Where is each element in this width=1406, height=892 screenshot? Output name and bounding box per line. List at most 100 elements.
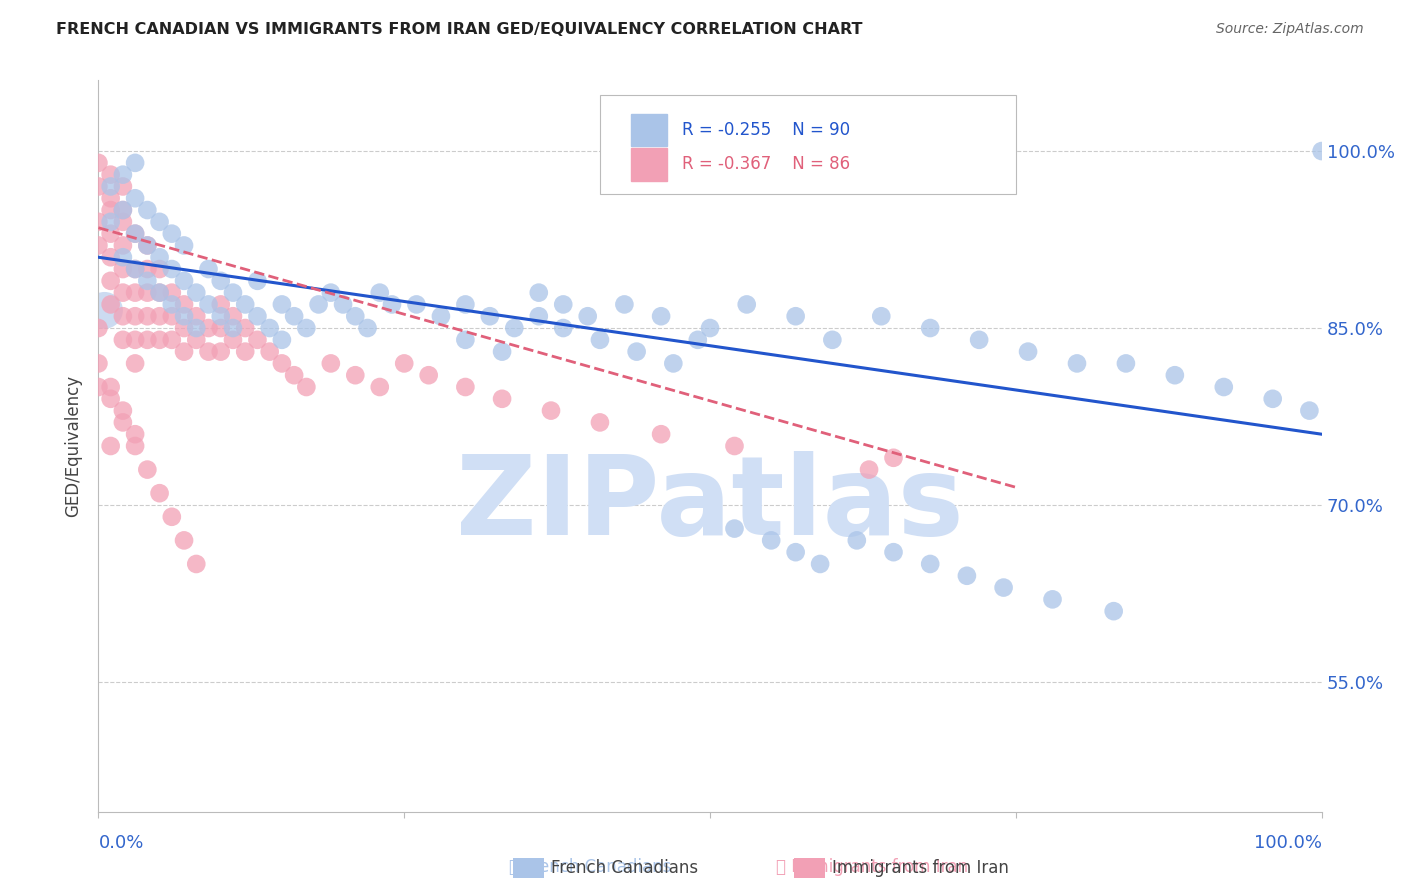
Point xyxy=(100,392,122,406)
Text: Source: ZipAtlas.com: Source: ZipAtlas.com xyxy=(1216,22,1364,37)
Point xyxy=(222,321,245,335)
Point xyxy=(93,303,115,318)
Point xyxy=(111,416,134,430)
Point xyxy=(295,380,318,394)
Point xyxy=(259,344,281,359)
Point xyxy=(308,297,330,311)
Point xyxy=(136,238,159,252)
Point xyxy=(246,310,269,324)
Point xyxy=(149,310,172,324)
Point xyxy=(761,533,783,548)
Point xyxy=(87,156,110,170)
Point xyxy=(478,310,501,324)
Point xyxy=(785,545,807,559)
Point xyxy=(246,333,269,347)
Point xyxy=(993,581,1015,595)
Point xyxy=(723,522,745,536)
Point xyxy=(136,202,159,217)
Point xyxy=(149,285,172,300)
Point xyxy=(87,321,110,335)
Point xyxy=(124,262,146,277)
Point xyxy=(173,321,195,335)
Point xyxy=(160,297,183,311)
Text: Immigrants from Iran: Immigrants from Iran xyxy=(832,859,1010,877)
Point xyxy=(405,297,427,311)
Point xyxy=(1102,604,1125,618)
Point xyxy=(686,333,709,347)
Point xyxy=(124,227,146,241)
Point xyxy=(209,344,232,359)
Point xyxy=(87,179,110,194)
Point xyxy=(111,285,134,300)
Point xyxy=(100,202,122,217)
Text: R = -0.255    N = 90: R = -0.255 N = 90 xyxy=(682,121,851,139)
Point xyxy=(160,262,183,277)
Text: French Canadians: French Canadians xyxy=(551,859,699,877)
Point xyxy=(870,310,893,324)
Point xyxy=(1017,344,1039,359)
Point xyxy=(392,356,416,370)
Point xyxy=(735,297,758,311)
Point xyxy=(491,344,513,359)
Point xyxy=(491,392,513,406)
Point xyxy=(222,285,245,300)
Point xyxy=(100,274,122,288)
Point xyxy=(967,333,990,347)
Point xyxy=(111,250,134,264)
Point xyxy=(111,262,134,277)
Point xyxy=(553,297,575,311)
Point xyxy=(1298,403,1320,417)
Point xyxy=(173,238,195,252)
Point xyxy=(173,533,195,548)
Point xyxy=(124,439,146,453)
Point xyxy=(186,557,208,571)
Point xyxy=(233,321,256,335)
Point xyxy=(136,310,159,324)
Point xyxy=(209,297,232,311)
Point xyxy=(124,285,146,300)
Point xyxy=(136,285,159,300)
Point xyxy=(186,321,208,335)
Point xyxy=(100,380,122,394)
Point xyxy=(270,333,294,347)
Point xyxy=(662,356,685,370)
Point xyxy=(160,509,183,524)
Point xyxy=(259,321,281,335)
Point xyxy=(883,545,905,559)
Point xyxy=(430,310,453,324)
Point xyxy=(233,297,256,311)
Point xyxy=(233,344,256,359)
Point xyxy=(186,333,208,347)
Point xyxy=(124,333,146,347)
Point xyxy=(197,321,219,335)
Point xyxy=(283,310,305,324)
Point xyxy=(136,262,159,277)
Point xyxy=(186,285,208,300)
Point xyxy=(100,191,122,205)
FancyBboxPatch shape xyxy=(600,95,1015,194)
Point xyxy=(160,333,183,347)
Point xyxy=(111,202,134,217)
Point xyxy=(111,168,134,182)
Point xyxy=(540,403,562,417)
Point xyxy=(124,427,146,442)
Text: R = -0.367    N = 86: R = -0.367 N = 86 xyxy=(682,155,851,173)
Text: ⬜ French Canadians: ⬜ French Canadians xyxy=(509,858,672,876)
Text: FRENCH CANADIAN VS IMMIGRANTS FROM IRAN GED/EQUIVALENCY CORRELATION CHART: FRENCH CANADIAN VS IMMIGRANTS FROM IRAN … xyxy=(56,22,863,37)
Point xyxy=(418,368,440,383)
Y-axis label: GED/Equivalency: GED/Equivalency xyxy=(65,375,83,517)
Point xyxy=(368,285,391,300)
Point xyxy=(87,215,110,229)
Point xyxy=(920,321,942,335)
FancyBboxPatch shape xyxy=(630,148,668,181)
Point xyxy=(124,310,146,324)
Point xyxy=(503,321,526,335)
Point xyxy=(173,310,195,324)
Point xyxy=(295,321,318,335)
Point xyxy=(173,297,195,311)
Point xyxy=(319,356,342,370)
Point xyxy=(454,333,477,347)
Point xyxy=(209,310,232,324)
Point xyxy=(332,297,354,311)
Point xyxy=(246,274,269,288)
